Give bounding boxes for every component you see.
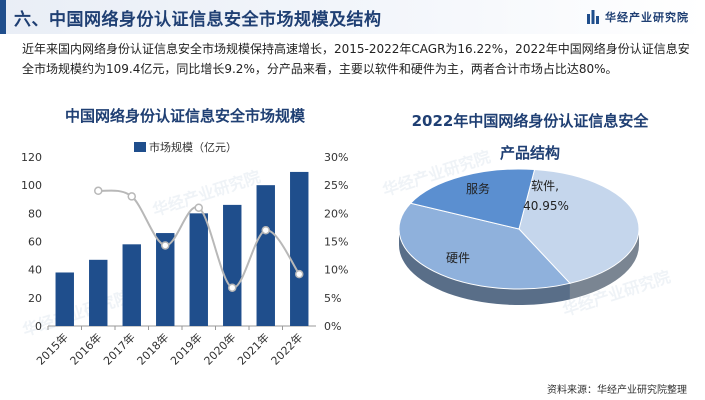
legend-label: 市场规模（亿元）: [149, 140, 237, 154]
summary-text: 近年来国内网络身份认证信息安全市场规模保持高速增长，2015-2022年CAGR…: [22, 42, 690, 76]
y-left-tick-label: 120: [21, 151, 42, 164]
pie-slice-side: [399, 229, 570, 305]
bar-chart-title: 中国网络身份认证信息安全市场规模: [64, 107, 305, 125]
growth-rate-point: [261, 225, 270, 235]
bar: [156, 233, 175, 326]
pie-slice-side: [569, 229, 639, 300]
y-left-tick-label: 40: [28, 264, 42, 277]
bar: [89, 259, 108, 326]
pie-slice-value: 40.95%: [523, 199, 569, 213]
y-right-tick-label: 20%: [324, 207, 348, 220]
brand: 华经产业研究院: [587, 9, 689, 25]
pie-slice-label: 服务: [466, 181, 490, 196]
y-left-tick-label: 0: [35, 320, 42, 333]
brand-logo-icon: [587, 10, 599, 24]
page-title: 六、中国网络身份认证信息安全市场规模及结构: [14, 10, 382, 30]
title-bar: 六、中国网络身份认证信息安全市场规模及结构 华经产业研究院: [0, 0, 705, 34]
y-right-tick-label: 15%: [324, 236, 348, 249]
pie-chart-title: 2022年中国网络身份认证信息安全 产品结构: [370, 105, 690, 169]
y-left-tick-label: 100: [21, 179, 42, 192]
bar: [223, 204, 242, 326]
bar: [55, 272, 74, 326]
y-right-tick-label: 10%: [324, 264, 348, 277]
y-left-tick-label: 60: [28, 236, 42, 249]
title-accent: [0, 0, 6, 34]
growth-rate-point: [127, 192, 136, 201]
pie-title-line: 2022年中国网络身份认证信息安全: [411, 112, 649, 130]
y-right-tick-label: 25%: [324, 179, 348, 192]
y-left-tick-label: 20: [28, 292, 42, 305]
y-right-tick-label: 30%: [324, 151, 348, 164]
source-note: 资料来源：华经产业研究院整理: [547, 385, 687, 396]
growth-rate-point: [161, 241, 170, 250]
growth-rate-point: [94, 186, 103, 196]
pie-slice: [518, 168, 640, 284]
bar: [290, 171, 309, 326]
bar: [122, 244, 141, 326]
bar: [256, 185, 275, 326]
growth-rate-point: [295, 269, 304, 279]
bar: [189, 213, 208, 326]
y-right-tick-label: 0%: [324, 320, 341, 333]
pie-slice: [398, 202, 571, 290]
legend-swatch: [134, 142, 146, 152]
y-right-tick-label: 5%: [324, 292, 341, 305]
brand-name: 华经产业研究院: [605, 11, 689, 24]
growth-rate-point: [228, 283, 237, 292]
growth-rate-point: [194, 203, 203, 212]
pie-slice: [409, 168, 536, 230]
y-left-tick-label: 80: [28, 207, 42, 220]
pie-slice-label: 软件,: [531, 179, 559, 193]
pie-title-line: 产品结构: [499, 144, 560, 162]
pie-slice-label: 硬件: [446, 251, 470, 265]
